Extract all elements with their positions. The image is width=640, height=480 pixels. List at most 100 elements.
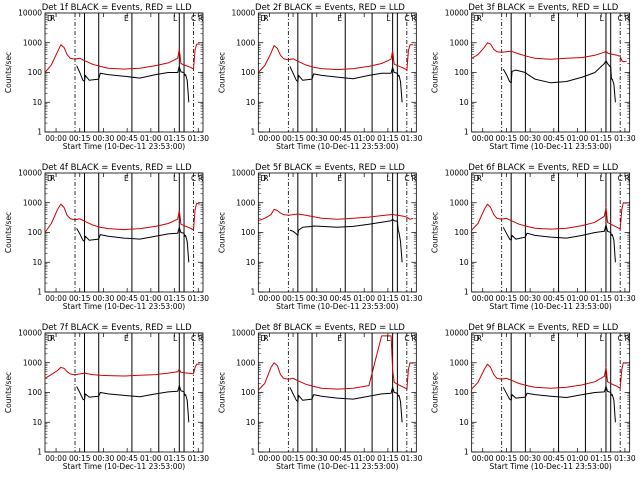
x-tick-label: 00:15 xyxy=(496,454,518,463)
x-axis-label: Start Time (10-Dec-11 23:53:00) xyxy=(63,302,185,311)
y-tick-label: 10000 xyxy=(445,169,469,178)
corner-label: E xyxy=(551,174,556,183)
x-tick-label: 00:30 xyxy=(519,134,541,143)
x-tick-label: 01:00 xyxy=(567,134,589,143)
chart-panel-7: Det 7f BLACK = Events, RED = LLD 1 10 100 10… xyxy=(4,323,209,471)
y-tick-label: 10000 xyxy=(231,329,255,338)
x-tick-label: 00:45 xyxy=(330,294,352,303)
corner-label: R xyxy=(50,334,55,343)
corner-label: R xyxy=(263,174,268,183)
corner-label: E xyxy=(124,14,129,23)
corner-label: D xyxy=(47,174,53,183)
series-lld-line xyxy=(44,202,200,233)
series-events-line xyxy=(76,385,190,423)
chart-title: Det 9f BLACK = Events, RED = LLD xyxy=(468,323,618,333)
x-tick-label: 00:00 xyxy=(472,454,494,463)
x-tick-label: 00:00 xyxy=(472,294,494,303)
corner-label: D xyxy=(47,334,53,343)
y-tick-label: 1 xyxy=(251,128,256,137)
y-tick-label: 10000 xyxy=(18,9,42,18)
x-tick-label: 01:30 xyxy=(187,134,209,143)
x-tick-label: 01:00 xyxy=(140,454,162,463)
corner-label: C xyxy=(618,334,623,343)
y-tick-label: 1 xyxy=(251,448,256,457)
x-tick-label: 01:30 xyxy=(614,454,636,463)
y-tick-label: 100 xyxy=(454,228,469,237)
x-tick-label: 00:15 xyxy=(69,134,91,143)
x-tick-label: 01:15 xyxy=(590,454,612,463)
series-lld-line xyxy=(471,202,627,231)
x-tick-label: 00:15 xyxy=(69,454,91,463)
y-tick-label: 1 xyxy=(464,288,469,297)
corner-label: L xyxy=(386,14,391,23)
x-tick-label: 00:15 xyxy=(282,454,304,463)
x-tick-label: 01:30 xyxy=(614,294,636,303)
y-tick-label: 10000 xyxy=(445,9,469,18)
corner-label: R xyxy=(411,174,416,183)
x-tick-label: 00:30 xyxy=(306,294,328,303)
x-tick-label: 01:15 xyxy=(164,454,186,463)
chart-panel-2: Det 2f BLACK = Events, RED = LLD 1 10 100 10… xyxy=(217,3,422,151)
series-lld-line xyxy=(257,44,414,73)
x-tick-label: 00:00 xyxy=(45,294,67,303)
y-tick-label: 1000 xyxy=(236,198,255,207)
x-tick-label: 01:15 xyxy=(164,134,186,143)
series-lld-line xyxy=(471,42,627,63)
x-tick-label: 00:30 xyxy=(519,294,541,303)
y-tick-label: 1 xyxy=(37,288,42,297)
x-tick-label: 00:15 xyxy=(496,294,518,303)
series-events-line xyxy=(502,60,616,103)
corner-label: R xyxy=(263,14,268,23)
x-tick-label: 01:30 xyxy=(401,454,423,463)
y-tick-label: 10 xyxy=(32,418,42,427)
x-tick-label: 00:15 xyxy=(496,134,518,143)
y-tick-label: 100 xyxy=(28,228,43,237)
y-tick-label: 10 xyxy=(246,418,256,427)
corner-label: D xyxy=(474,334,480,343)
y-tick-label: 10 xyxy=(459,258,469,267)
y-tick-label: 100 xyxy=(241,228,256,237)
corner-label: R xyxy=(477,174,482,183)
y-tick-label: 1 xyxy=(251,288,256,297)
corner-label: C xyxy=(404,14,409,23)
chart-panel-1: Det 1f BLACK = Events, RED = LLD 1 10 100 10… xyxy=(4,3,209,151)
x-axis-label: Start Time (10-Dec-11 23:53:00) xyxy=(489,462,611,471)
corner-label: R xyxy=(477,334,482,343)
x-tick-label: 00:45 xyxy=(116,454,138,463)
y-axis-label: Counts/sec xyxy=(431,52,440,93)
corner-label: E xyxy=(551,14,556,23)
series-lld-line xyxy=(44,43,200,73)
y-tick-label: 100 xyxy=(454,388,469,397)
y-tick-label: 100 xyxy=(28,68,43,77)
y-tick-label: 10000 xyxy=(18,329,42,338)
x-tick-label: 01:30 xyxy=(187,294,209,303)
y-tick-label: 1000 xyxy=(450,198,469,207)
y-tick-label: 1000 xyxy=(23,198,42,207)
x-tick-label: 01:30 xyxy=(187,454,209,463)
x-tick-label: 00:00 xyxy=(472,134,494,143)
x-tick-label: 01:00 xyxy=(353,294,375,303)
y-axis-label: Counts/sec xyxy=(431,212,440,253)
corner-label: E xyxy=(337,174,342,183)
chart-panel-9: Det 9f BLACK = Events, RED = LLD 1 10 100 10… xyxy=(431,323,636,471)
x-tick-label: 01:00 xyxy=(567,454,589,463)
y-tick-label: 10 xyxy=(246,258,256,267)
x-axis-label: Start Time (10-Dec-11 23:53:00) xyxy=(276,462,398,471)
y-tick-label: 1000 xyxy=(450,358,469,367)
corner-label: L xyxy=(600,174,605,183)
series-events-line xyxy=(289,66,403,103)
x-tick-label: 00:45 xyxy=(116,294,138,303)
corner-label: R xyxy=(50,174,55,183)
series-events-line xyxy=(289,386,403,423)
y-tick-label: 10 xyxy=(246,98,256,107)
y-tick-label: 1 xyxy=(37,128,42,137)
x-tick-label: 00:45 xyxy=(543,134,565,143)
series-lld-line xyxy=(471,362,627,390)
x-tick-label: 01:15 xyxy=(377,134,399,143)
corner-label: E xyxy=(551,334,556,343)
corner-label: R xyxy=(625,174,630,183)
x-axis-label: Start Time (10-Dec-11 23:53:00) xyxy=(276,142,398,151)
x-tick-label: 00:00 xyxy=(259,134,281,143)
x-tick-label: 01:00 xyxy=(140,294,162,303)
corner-label: D xyxy=(474,174,480,183)
